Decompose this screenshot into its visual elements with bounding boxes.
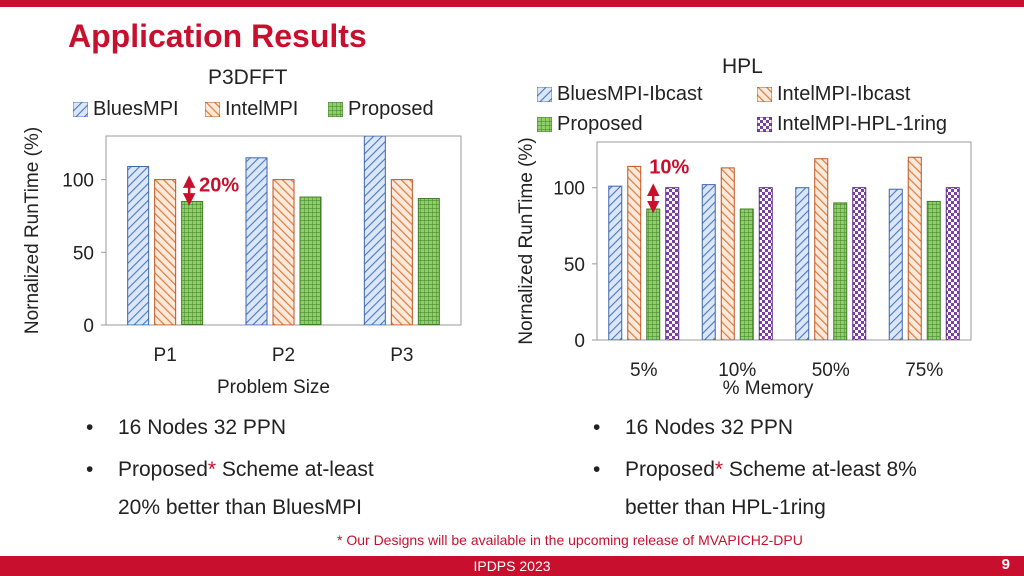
p3dfft-chart: 0 50 100 P1 P2 P3 Problem Size Nornalized RunTi… [22, 127, 462, 398]
legend-swatch-proposed-left [328, 102, 343, 117]
legend-swatch-bluesmpi [73, 102, 88, 117]
hpl-category-label: 10% [718, 360, 756, 381]
page-number: 9 [1001, 556, 1010, 573]
hpl-bar-intelmpi-hpl-1ring-50 [852, 187, 867, 340]
p3dfft-improvement-label: 20% [199, 175, 239, 197]
right-bullet-1: • 16 Nodes 32 PPN [593, 409, 794, 447]
legend-label-proposed-left: Proposed [348, 98, 434, 120]
hpl-category-label: 50% [812, 360, 850, 381]
hpl-bar-proposed-50 [833, 202, 848, 340]
footnote: * Our Designs will be available in the u… [337, 532, 803, 548]
p3dfft-ytick-label: 0 [83, 316, 94, 337]
p3dfft-x-axis-label: Problem Size [217, 377, 330, 398]
right-bullet-2: • Proposed* Scheme at-least 8% better th… [593, 451, 917, 527]
p3dfft-chart-title: P3DFFT [208, 66, 288, 89]
hpl-bar-bluesmpi-ibcast-10 [701, 184, 716, 340]
p3dfft-bar-intelmpi-p1 [154, 179, 177, 325]
left-bullet-2-pre: Proposed [118, 458, 208, 481]
legend-label-intelmpi: IntelMPI [225, 98, 299, 120]
legend-proposed-left: Proposed [328, 98, 434, 121]
left-bullet-2-post: Scheme at-least [216, 458, 374, 481]
hpl-bar-intelmpi-hpl-1ring-5 [665, 187, 680, 340]
hpl-ytick-label: 100 [553, 179, 585, 200]
hpl-x-axis-label: % Memory [723, 378, 814, 399]
p3dfft-ytick-label: 50 [73, 243, 94, 264]
slide-title: Application Results [68, 18, 367, 54]
hpl-chart: 0 50 100 5% 10% 50% 75% % Memory Nornalized RunT… [516, 137, 972, 399]
p3dfft-bar-intelmpi-p2 [272, 179, 295, 325]
hpl-bar-bluesmpi-ibcast-75 [888, 188, 903, 340]
hpl-ytick-label: 0 [574, 331, 585, 352]
left-bullet-2-line2: 20% better than BluesMPI [118, 496, 362, 519]
p3dfft-category-label: P2 [272, 345, 295, 366]
legend-intelmpi-ibcast: IntelMPI-Ibcast [757, 83, 910, 106]
p3dfft-y-axis-label: Nornalized RunTime (%) [22, 127, 43, 334]
legend-label-bluesmpi-ibcast: BluesMPI-Ibcast [557, 83, 703, 105]
hpl-bar-intelmpi-ibcast-5 [627, 165, 642, 340]
hpl-bar-proposed-75 [926, 200, 941, 340]
right-bullet-2-post: Scheme at-least 8% [723, 458, 917, 481]
right-bullet-2-pre: Proposed [625, 458, 715, 481]
left-bullet-1-text: 16 Nodes 32 PPN [118, 416, 287, 439]
legend-proposed-right: Proposed [537, 113, 643, 136]
legend-label-intelmpi-ibcast: IntelMPI-Ibcast [777, 83, 911, 105]
top-accent-bar [0, 0, 1024, 7]
p3dfft-category-label: P3 [390, 345, 413, 366]
p3dfft-bar-bluesmpi-p2 [245, 157, 268, 325]
p3dfft-ytick-label: 100 [62, 171, 94, 192]
p3dfft-category-label: P1 [154, 345, 177, 366]
legend-bluesmpi: BluesMPI [73, 98, 179, 121]
legend-swatch-intelmpi [205, 102, 220, 117]
hpl-bar-intelmpi-hpl-1ring-75 [945, 187, 960, 340]
hpl-plot-frame [596, 141, 972, 341]
bullet-dot: • [593, 416, 601, 439]
left-bullet-2: • Proposed* Scheme at-least 20% better t… [86, 451, 374, 527]
hpl-bar-proposed-5 [646, 208, 661, 340]
bullet-dot: • [593, 458, 601, 481]
right-bullet-2-line2: better than HPL-1ring [625, 496, 826, 519]
hpl-bar-intelmpi-ibcast-10 [720, 167, 735, 340]
legend-swatch-bluesmpi-ibcast [537, 87, 552, 102]
p3dfft-bar-intelmpi-p3 [390, 179, 413, 325]
hpl-bar-intelmpi-ibcast-75 [907, 156, 922, 340]
hpl-category-label: 5% [630, 360, 658, 381]
hpl-chart-title: HPL [722, 55, 763, 78]
right-bullet-1-text: 16 Nodes 32 PPN [625, 416, 794, 439]
hpl-bar-intelmpi-hpl-1ring-10 [758, 187, 773, 340]
p3dfft-bar-bluesmpi-p3 [363, 136, 386, 325]
legend-bluesmpi-ibcast: BluesMPI-Ibcast [537, 83, 703, 106]
hpl-y-axis-label: Nornalized RunTime (%) [516, 137, 537, 344]
hpl-ytick-label: 50 [564, 255, 585, 276]
left-bullet-1: • 16 Nodes 32 PPN [86, 409, 287, 447]
p3dfft-bar-proposed-p2 [299, 196, 322, 325]
legend-label-bluesmpi: BluesMPI [93, 98, 179, 120]
asterisk-marker: * [714, 458, 724, 481]
hpl-category-label: 75% [905, 360, 943, 381]
legend-label-intelmpi-hpl-1ring: IntelMPI-HPL-1ring [777, 113, 948, 135]
legend-intelmpi-hpl-1ring: IntelMPI-HPL-1ring [757, 113, 947, 136]
bullet-dot: • [86, 458, 94, 481]
footer-conference: IPDPS 2023 [473, 558, 551, 574]
p3dfft-bar-bluesmpi-p1 [127, 166, 150, 325]
bottom-accent-bar [0, 556, 1024, 576]
legend-swatch-intelmpi-hpl-1ring [757, 117, 772, 132]
hpl-bar-bluesmpi-ibcast-50 [795, 187, 810, 340]
hpl-improvement-label: 10% [649, 157, 689, 179]
bullet-dot: • [86, 416, 94, 439]
legend-swatch-intelmpi-ibcast [757, 87, 772, 102]
hpl-bar-bluesmpi-ibcast-5 [608, 185, 623, 340]
legend-swatch-proposed-right [537, 117, 552, 132]
p3dfft-bar-proposed-p1 [181, 200, 204, 325]
asterisk-marker: * [207, 458, 217, 481]
hpl-bar-intelmpi-ibcast-50 [814, 158, 829, 340]
legend-label-proposed-right: Proposed [557, 113, 643, 135]
legend-intelmpi: IntelMPI [205, 98, 298, 121]
p3dfft-bar-proposed-p3 [417, 198, 440, 325]
hpl-bar-proposed-10 [739, 208, 754, 340]
